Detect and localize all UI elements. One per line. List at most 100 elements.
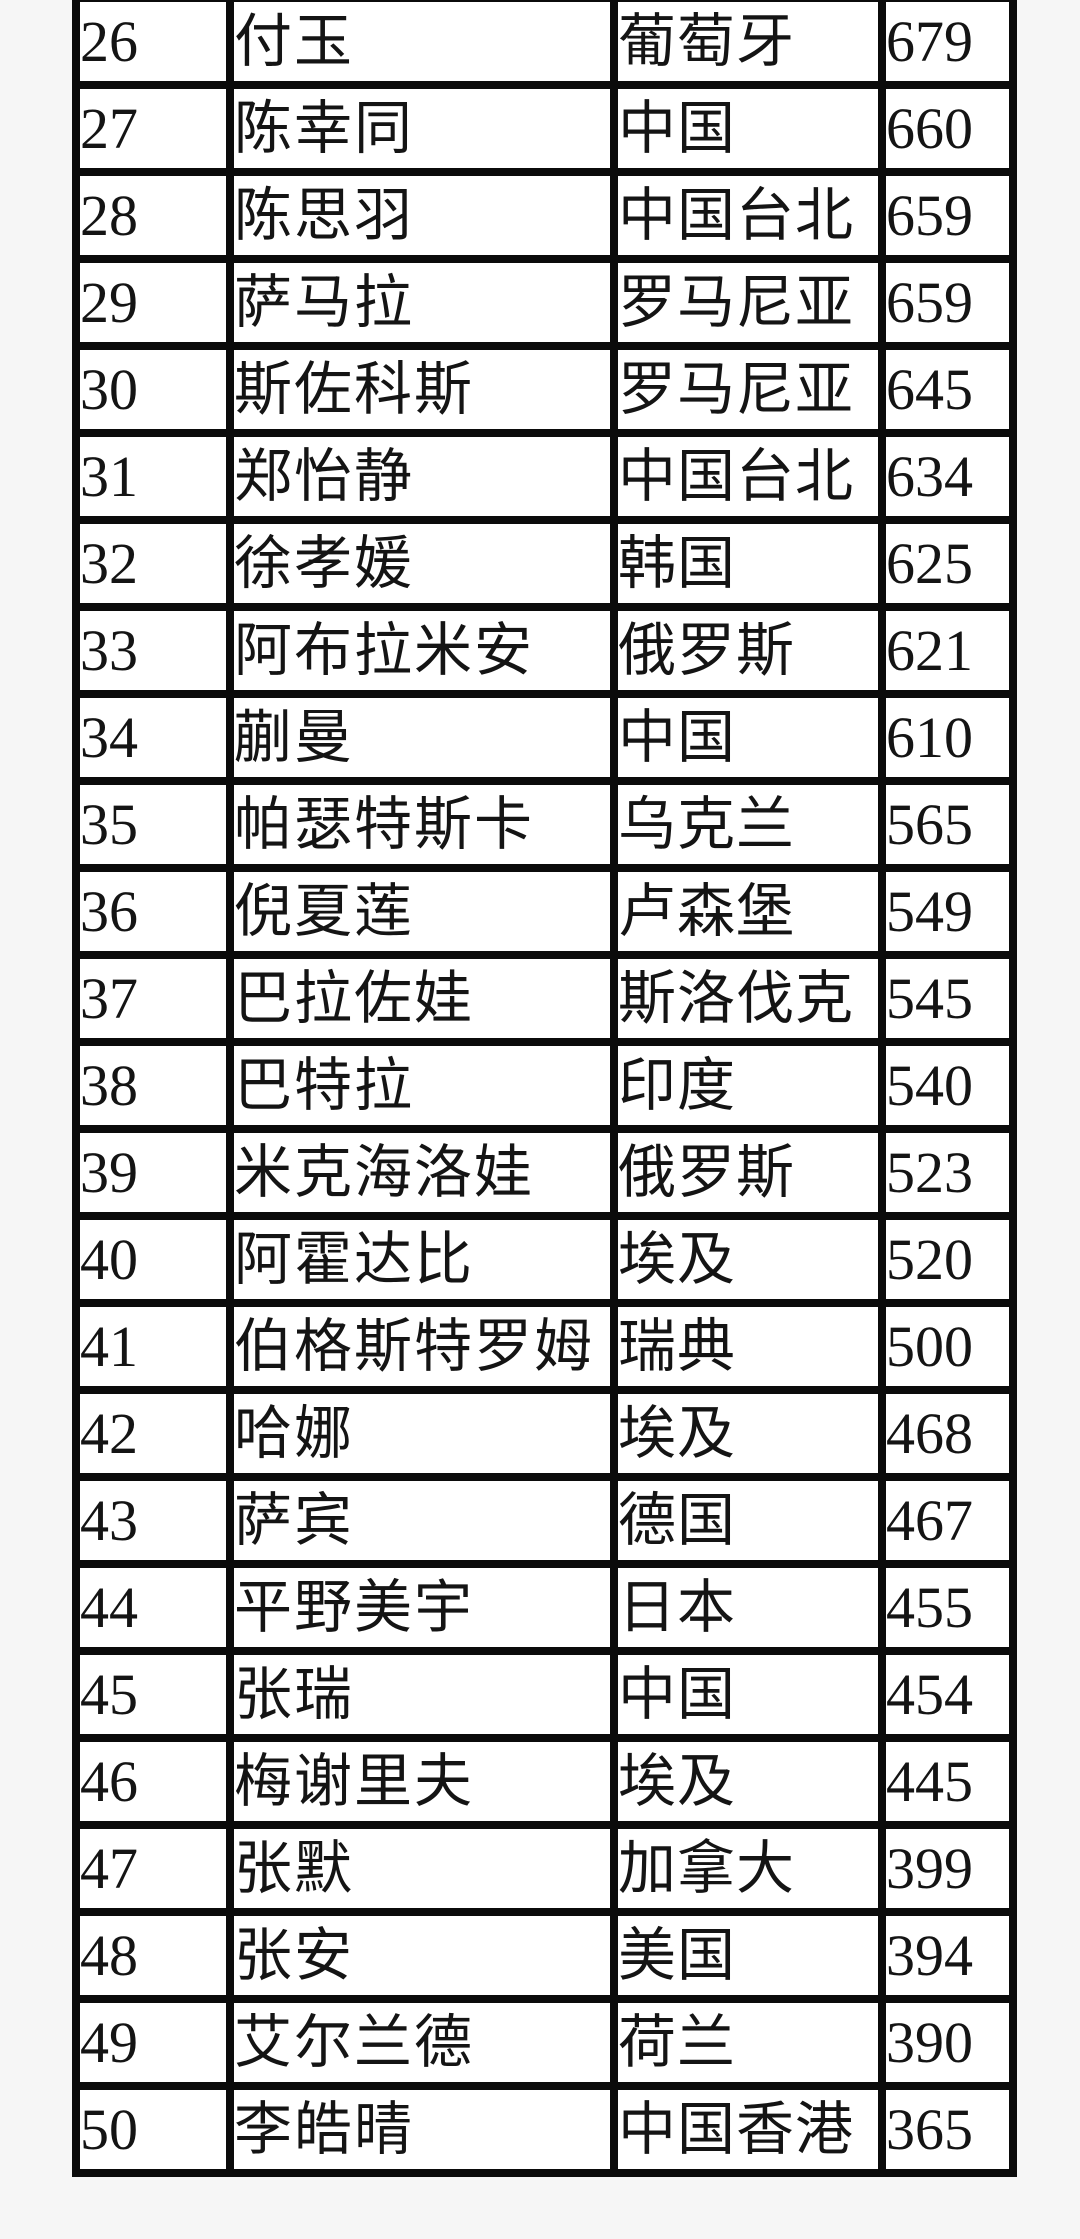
- country-cell: 荷兰: [610, 1995, 886, 2090]
- table-row: 42 哈娜 埃及 468: [72, 1386, 1017, 1481]
- table-row: 32 徐孝媛 韩国 625: [72, 516, 1017, 611]
- rank-cell: 45: [72, 1647, 234, 1742]
- name-cell: 平野美宇: [226, 1560, 618, 1655]
- rank-cell: 31: [72, 429, 234, 524]
- table-row: 39 米克海洛娃 俄罗斯 523: [72, 1125, 1017, 1220]
- name-cell: 张安: [226, 1908, 618, 2003]
- country-cell: 加拿大: [610, 1821, 886, 1916]
- rank-cell: 34: [72, 690, 234, 785]
- country-cell: 俄罗斯: [610, 1125, 886, 1220]
- points-cell: 610: [878, 690, 1017, 785]
- name-cell: 郑怡静: [226, 429, 618, 524]
- name-cell: 徐孝媛: [226, 516, 618, 611]
- country-cell: 中国: [610, 690, 886, 785]
- rank-cell: 41: [72, 1299, 234, 1394]
- rank-cell: 35: [72, 777, 234, 872]
- points-cell: 468: [878, 1386, 1017, 1481]
- country-cell: 罗马尼亚: [610, 342, 886, 437]
- name-cell: 陈思羽: [226, 168, 618, 263]
- ranking-table-body: 26 付玉 葡萄牙 679 27 陈幸同 中国 660 28 陈思羽 中国台北 …: [72, 0, 1017, 2177]
- table-row: 26 付玉 葡萄牙 679: [72, 0, 1017, 89]
- rank-cell: 49: [72, 1995, 234, 2090]
- points-cell: 399: [878, 1821, 1017, 1916]
- country-cell: 日本: [610, 1560, 886, 1655]
- points-cell: 520: [878, 1212, 1017, 1307]
- table-row: 44 平野美宇 日本 455: [72, 1560, 1017, 1655]
- country-cell: 中国: [610, 1647, 886, 1742]
- points-cell: 625: [878, 516, 1017, 611]
- name-cell: 巴拉佐娃: [226, 951, 618, 1046]
- name-cell: 帕瑟特斯卡: [226, 777, 618, 872]
- name-cell: 米克海洛娃: [226, 1125, 618, 1220]
- points-cell: 645: [878, 342, 1017, 437]
- country-cell: 卢森堡: [610, 864, 886, 959]
- rank-cell: 43: [72, 1473, 234, 1568]
- table-row: 31 郑怡静 中国台北 634: [72, 429, 1017, 524]
- name-cell: 阿布拉米安: [226, 603, 618, 698]
- name-cell: 陈幸同: [226, 81, 618, 176]
- rank-cell: 39: [72, 1125, 234, 1220]
- rank-cell: 47: [72, 1821, 234, 1916]
- name-cell: 付玉: [226, 0, 618, 89]
- table-row: 29 萨马拉 罗马尼亚 659: [72, 255, 1017, 350]
- name-cell: 蒯曼: [226, 690, 618, 785]
- points-cell: 660: [878, 81, 1017, 176]
- country-cell: 斯洛伐克: [610, 951, 886, 1046]
- table-row: 36 倪夏莲 卢森堡 549: [72, 864, 1017, 959]
- table-row: 35 帕瑟特斯卡 乌克兰 565: [72, 777, 1017, 872]
- country-cell: 罗马尼亚: [610, 255, 886, 350]
- points-cell: 365: [878, 2082, 1017, 2177]
- name-cell: 斯佐科斯: [226, 342, 618, 437]
- table-row: 28 陈思羽 中国台北 659: [72, 168, 1017, 263]
- points-cell: 621: [878, 603, 1017, 698]
- points-cell: 523: [878, 1125, 1017, 1220]
- rank-cell: 37: [72, 951, 234, 1046]
- points-cell: 390: [878, 1995, 1017, 2090]
- points-cell: 394: [878, 1908, 1017, 2003]
- rank-cell: 36: [72, 864, 234, 959]
- points-cell: 659: [878, 255, 1017, 350]
- country-cell: 德国: [610, 1473, 886, 1568]
- table-row: 41 伯格斯特罗姆 瑞典 500: [72, 1299, 1017, 1394]
- table-row: 30 斯佐科斯 罗马尼亚 645: [72, 342, 1017, 437]
- rank-cell: 33: [72, 603, 234, 698]
- rank-cell: 32: [72, 516, 234, 611]
- table-row: 33 阿布拉米安 俄罗斯 621: [72, 603, 1017, 698]
- rank-cell: 40: [72, 1212, 234, 1307]
- rank-cell: 27: [72, 81, 234, 176]
- country-cell: 埃及: [610, 1212, 886, 1307]
- rank-cell: 38: [72, 1038, 234, 1133]
- points-cell: 540: [878, 1038, 1017, 1133]
- country-cell: 中国台北: [610, 168, 886, 263]
- rank-cell: 44: [72, 1560, 234, 1655]
- points-cell: 659: [878, 168, 1017, 263]
- points-cell: 565: [878, 777, 1017, 872]
- rank-cell: 30: [72, 342, 234, 437]
- name-cell: 伯格斯特罗姆: [226, 1299, 618, 1394]
- points-cell: 454: [878, 1647, 1017, 1742]
- table-row: 34 蒯曼 中国 610: [72, 690, 1017, 785]
- table-row: 43 萨宾 德国 467: [72, 1473, 1017, 1568]
- name-cell: 倪夏莲: [226, 864, 618, 959]
- points-cell: 445: [878, 1734, 1017, 1829]
- name-cell: 张瑞: [226, 1647, 618, 1742]
- country-cell: 埃及: [610, 1386, 886, 1481]
- table-row: 27 陈幸同 中国 660: [72, 81, 1017, 176]
- country-cell: 中国台北: [610, 429, 886, 524]
- points-cell: 467: [878, 1473, 1017, 1568]
- table-row: 47 张默 加拿大 399: [72, 1821, 1017, 1916]
- rank-cell: 26: [72, 0, 234, 89]
- name-cell: 艾尔兰德: [226, 1995, 618, 2090]
- name-cell: 萨马拉: [226, 255, 618, 350]
- points-cell: 634: [878, 429, 1017, 524]
- country-cell: 韩国: [610, 516, 886, 611]
- name-cell: 梅谢里夫: [226, 1734, 618, 1829]
- country-cell: 俄罗斯: [610, 603, 886, 698]
- country-cell: 葡萄牙: [610, 0, 886, 89]
- rank-cell: 42: [72, 1386, 234, 1481]
- ranking-table: 26 付玉 葡萄牙 679 27 陈幸同 中国 660 28 陈思羽 中国台北 …: [72, 0, 1017, 2177]
- points-cell: 679: [878, 0, 1017, 89]
- table-row: 38 巴特拉 印度 540: [72, 1038, 1017, 1133]
- name-cell: 李皓晴: [226, 2082, 618, 2177]
